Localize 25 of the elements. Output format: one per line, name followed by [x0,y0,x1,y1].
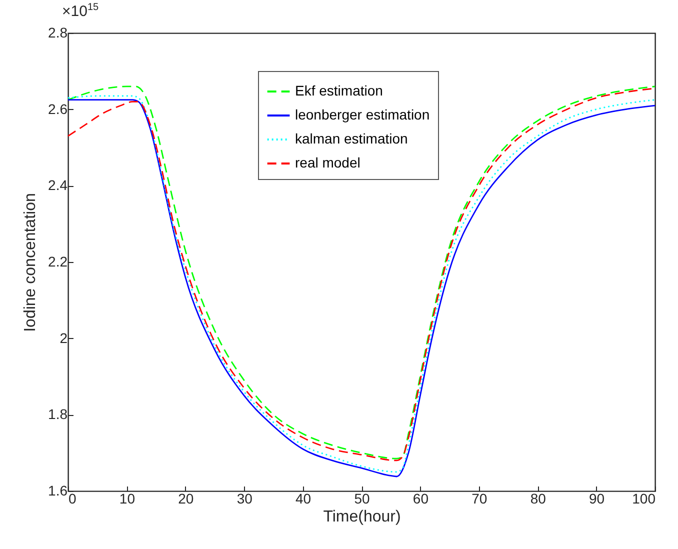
x-tick-label: 70 [472,490,488,506]
x-tick-label: 20 [178,490,194,506]
y-tick-label: 2.4 [48,177,68,194]
y-tick-label: 2.6 [48,100,68,117]
y-tick-label: 2 [60,330,68,346]
x-tick-label: 90 [589,490,605,506]
y-tick-label: 2.8 [48,24,68,40]
y-axis-title: Iodine concentation [22,193,40,332]
x-tick-label: 50 [354,490,370,506]
x-axis-title: Time(hour) [323,508,401,526]
x-tick-label: 80 [530,490,546,506]
x-tick-label: 40 [296,490,312,506]
y-tick-label: 1.8 [48,406,68,422]
text: ×10$^{15}$ [62,2,99,20]
x-tick-label: 0 [68,490,76,506]
legend-label: Ekf estimation [295,82,383,98]
x-tick-label: 100 [632,490,656,506]
legend-label: real model [295,154,360,170]
x-tick-label: 10 [119,490,136,506]
y-tick-label: 2.2 [48,254,68,270]
x-tick-label: 60 [412,490,429,506]
legend-label: kalman estimation [295,130,408,146]
legend-label: leonberger estimation [295,106,430,122]
y-tick-label: 1.6 [48,482,68,498]
x-tick-label: 30 [236,490,253,506]
